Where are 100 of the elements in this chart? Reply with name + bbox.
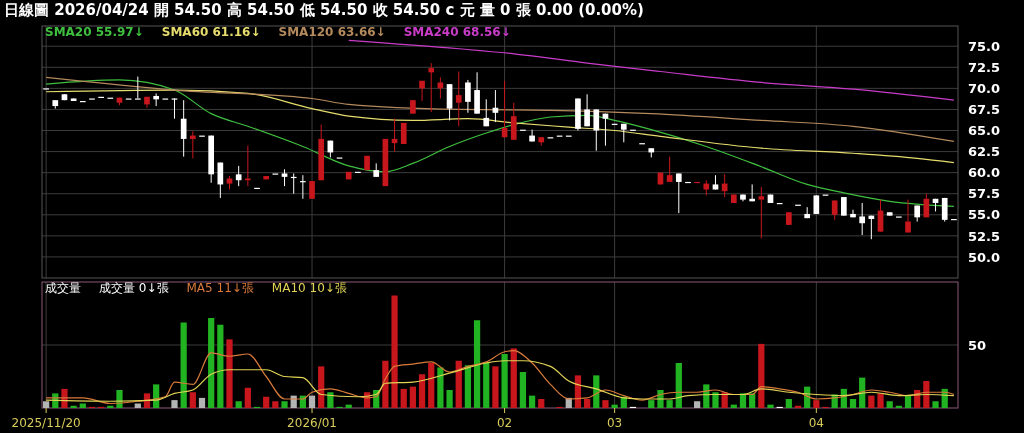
y-tick-label: 72.5 [968, 59, 1001, 75]
candlestick [235, 165, 242, 187]
bar [217, 324, 224, 408]
chart-title: 日線圖 2026/04/24 開 54.50 高 54.50 低 54.50 收 54.50 c 元 量 0 張 0.00 (0.00%) [4, 1, 644, 19]
y-tick-label: 75.0 [968, 38, 1001, 54]
candlestick [666, 156, 673, 183]
text: SMA20 55.97↓ [45, 25, 144, 39]
bar [813, 400, 820, 408]
candlestick [758, 186, 765, 239]
bar [904, 395, 912, 408]
bar [583, 399, 591, 408]
bar [675, 363, 682, 408]
bar [932, 401, 939, 408]
candlestick [905, 199, 911, 233]
bar [244, 387, 251, 408]
candlestick [850, 209, 856, 218]
bar [455, 360, 462, 408]
line-series [45, 76, 955, 143]
bar [263, 396, 270, 408]
x-tick-label: 2026/01 [287, 415, 337, 430]
series-label: SMA240 68.56↓ [403, 25, 511, 39]
x-tick-label: 2025/11/20 [11, 415, 81, 430]
bar [446, 390, 453, 408]
y-tick-label: 60.0 [968, 165, 1001, 181]
text: MA10 10↓張 [271, 281, 347, 295]
bar [226, 339, 233, 408]
y-tick-label: 65.0 [968, 123, 1001, 139]
candlestick [180, 99, 187, 158]
bar [281, 401, 288, 408]
text: 50 [968, 337, 987, 353]
bar [171, 400, 178, 408]
bar [574, 375, 582, 408]
candlestick [134, 76, 141, 100]
bar [849, 399, 857, 408]
bar [473, 320, 481, 408]
y-tick-label: 52.5 [968, 228, 1001, 244]
bar [318, 366, 325, 408]
bar [308, 395, 316, 408]
candlestick [217, 162, 224, 199]
bar [528, 395, 536, 408]
bar [749, 393, 756, 408]
x-tick-label: 02 [496, 415, 513, 430]
bar [758, 343, 765, 408]
candlestick [483, 98, 490, 127]
bar [391, 295, 398, 408]
text: SMA120 63.66↓ [278, 25, 386, 39]
bar [538, 399, 545, 408]
bar [327, 392, 334, 408]
candlestick [171, 97, 178, 120]
y-tick-label: 55.0 [968, 207, 1001, 223]
bar [483, 363, 490, 408]
bar [428, 363, 435, 408]
y-tick-label: 50.0 [968, 249, 1001, 265]
bar [694, 401, 701, 408]
candlestick [428, 62, 435, 113]
bar [593, 375, 600, 408]
bar [648, 400, 655, 408]
bar [501, 354, 508, 408]
bar [272, 401, 279, 408]
y-tick-label: 70.0 [968, 81, 1001, 97]
text: SMA60 61.16↓ [161, 25, 261, 39]
line-series [45, 89, 955, 164]
bar [602, 400, 609, 408]
bar [611, 404, 618, 408]
candlestick [465, 79, 471, 114]
bar [510, 348, 517, 408]
bar [409, 386, 417, 408]
x-tick-label: 04 [808, 415, 824, 430]
bar [492, 366, 499, 408]
candlestick [831, 199, 838, 221]
bar [400, 388, 407, 408]
candlestick [189, 130, 196, 159]
bar [785, 399, 792, 408]
text: 成交量 0↓張 [99, 281, 169, 295]
bar [739, 393, 747, 408]
candlestick [859, 202, 866, 236]
bar [198, 397, 206, 408]
bar [666, 400, 673, 408]
y-tick-label: 67.5 [968, 102, 1001, 118]
bar [712, 392, 719, 408]
y-tick-label: 57.5 [968, 186, 1001, 202]
bar [418, 374, 426, 408]
line-series [45, 79, 955, 207]
candlestick [584, 93, 590, 127]
line-series [348, 39, 955, 101]
candlestick [675, 172, 682, 214]
chart-title: 成交量 [45, 281, 81, 295]
bar [235, 401, 242, 408]
bar [886, 401, 893, 408]
candlestick [510, 102, 517, 141]
bar [189, 392, 196, 408]
candlestick [474, 71, 480, 115]
bar [437, 367, 444, 408]
bar [180, 322, 187, 408]
bar [208, 318, 215, 408]
x-tick-label: 03 [606, 415, 623, 430]
bar [464, 365, 472, 408]
candlestick [841, 196, 847, 217]
candlestick [813, 194, 820, 215]
candlestick [455, 71, 462, 127]
